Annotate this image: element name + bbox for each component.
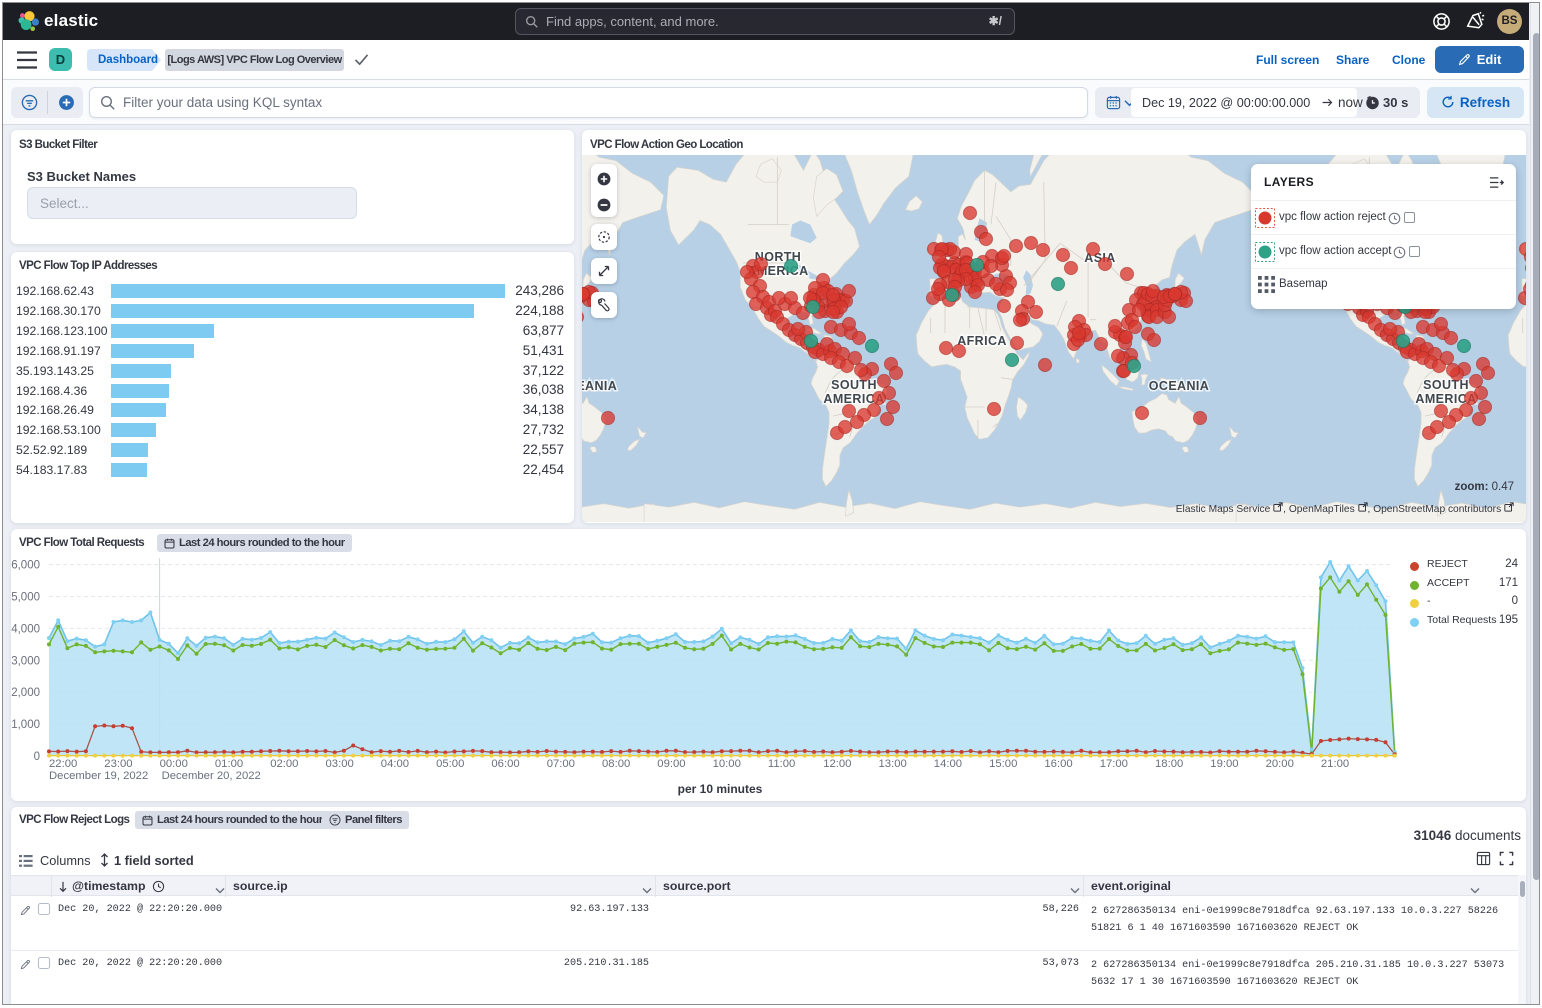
svg-text:06:00: 06:00 [491, 758, 519, 770]
svg-text:05:00: 05:00 [436, 758, 464, 770]
svg-text:0: 0 [34, 751, 40, 763]
svg-text:23:00: 23:00 [104, 758, 132, 770]
svg-text:14:00: 14:00 [934, 758, 962, 770]
svg-text:03:00: 03:00 [326, 758, 354, 770]
svg-text:02:00: 02:00 [270, 758, 298, 770]
svg-text:20:00: 20:00 [1266, 758, 1294, 770]
svg-text:04:00: 04:00 [381, 758, 409, 770]
svg-text:December 19, 2022: December 19, 2022 [49, 770, 148, 782]
svg-text:4,000: 4,000 [11, 623, 40, 635]
svg-text:13:00: 13:00 [879, 758, 907, 770]
svg-text:17:00: 17:00 [1100, 758, 1128, 770]
svg-text:00:00: 00:00 [160, 758, 188, 770]
svg-text:18:00: 18:00 [1155, 758, 1183, 770]
svg-text:15:00: 15:00 [989, 758, 1017, 770]
svg-text:22:00: 22:00 [49, 758, 77, 770]
svg-text:11:00: 11:00 [768, 758, 795, 770]
svg-text:December 20, 2022: December 20, 2022 [162, 770, 261, 782]
svg-text:6,000: 6,000 [11, 560, 40, 572]
svg-text:08:00: 08:00 [602, 758, 630, 770]
svg-text:2,000: 2,000 [11, 687, 40, 699]
svg-text:12:00: 12:00 [823, 758, 851, 770]
svg-text:07:00: 07:00 [547, 758, 575, 770]
svg-text:01:00: 01:00 [215, 758, 243, 770]
svg-text:per 10 minutes: per 10 minutes [678, 782, 763, 796]
svg-text:21:00: 21:00 [1321, 758, 1349, 770]
svg-text:19:00: 19:00 [1210, 758, 1238, 770]
svg-text:09:00: 09:00 [657, 758, 685, 770]
svg-text:1,000: 1,000 [11, 719, 40, 731]
svg-text:10:00: 10:00 [713, 758, 741, 770]
svg-text:3,000: 3,000 [11, 655, 40, 667]
svg-text:5,000: 5,000 [11, 592, 40, 604]
svg-text:16:00: 16:00 [1044, 758, 1072, 770]
